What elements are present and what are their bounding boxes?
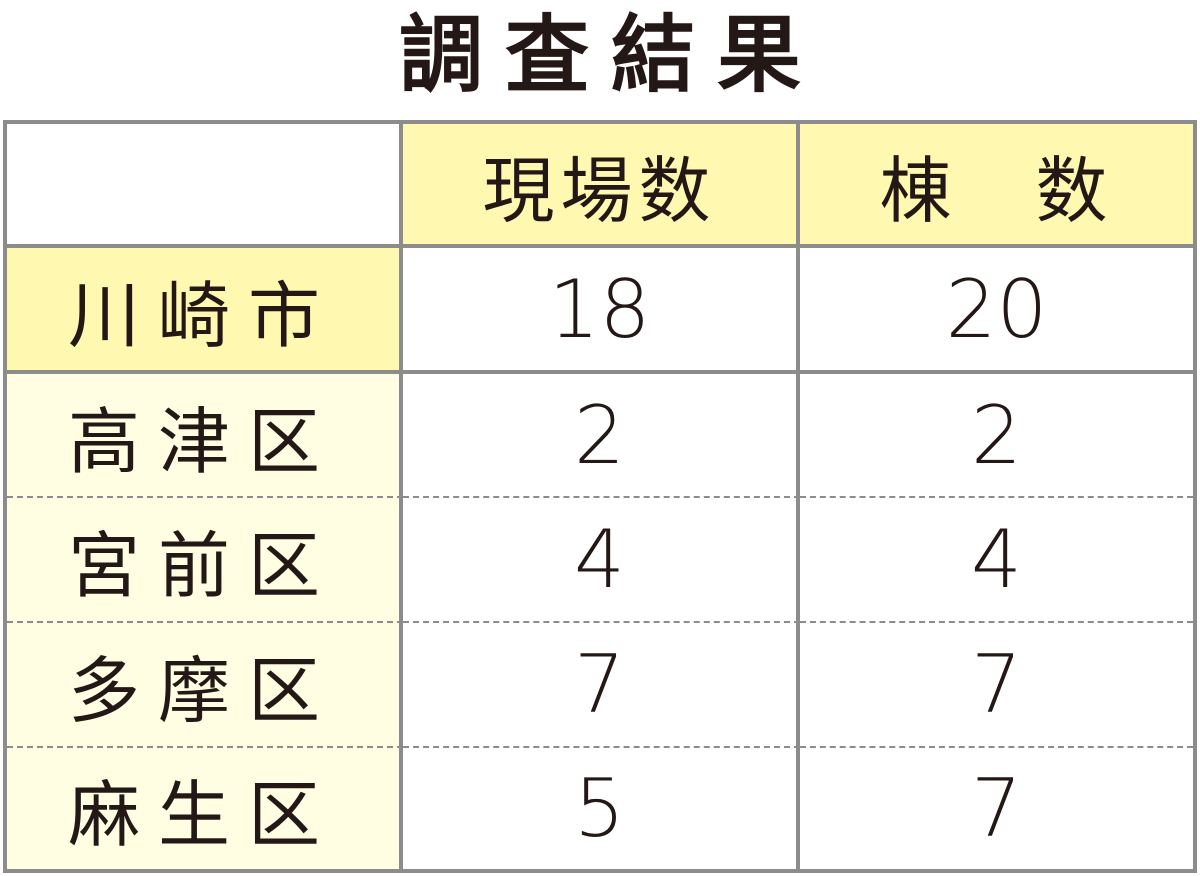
row-name: 高津区 — [7, 374, 403, 498]
row-name: 麻生区 — [7, 748, 403, 869]
corner-cell — [7, 124, 403, 248]
page-title: 調査結果 — [398, 6, 823, 104]
row-name: 宮前区 — [7, 498, 403, 623]
row-buildings: 4 — [800, 498, 1193, 623]
results-table: 現場数 棟 数 川崎市 18 20 高津区 2 2 宮前区 4 4 多摩区 7 … — [3, 120, 1197, 873]
row-sites: 4 — [403, 498, 800, 623]
row-sites: 5 — [403, 748, 800, 869]
row-buildings: 2 — [800, 374, 1193, 498]
row-buildings: 20 — [800, 248, 1193, 374]
header-buildings: 棟 数 — [800, 124, 1193, 248]
row-name: 多摩区 — [7, 623, 403, 748]
row-sites: 2 — [403, 374, 800, 498]
row-buildings: 7 — [971, 762, 1022, 855]
row-name: 川崎市 — [7, 248, 403, 374]
header-sites: 現場数 — [403, 124, 800, 248]
row-buildings: 7 — [800, 623, 1193, 748]
row-sites: 7 — [403, 623, 800, 748]
row-sites: 18 — [403, 248, 800, 374]
